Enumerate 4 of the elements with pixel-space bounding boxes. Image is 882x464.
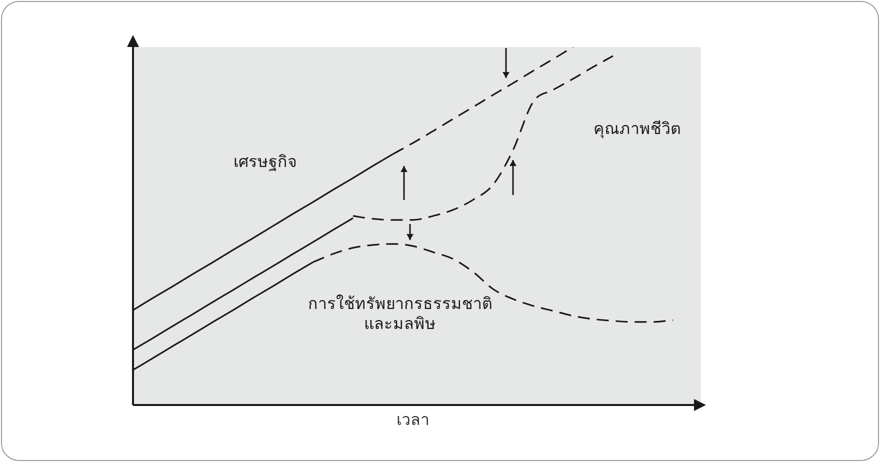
text: เศรษฐกิจ [234, 152, 296, 172]
series-label: การใช้ทรัพยากรธรรมชาติ และมลพิษ [308, 294, 492, 334]
x-axis-title: เวลา [396, 410, 430, 430]
text: คุณภาพชีวิต [594, 119, 680, 140]
